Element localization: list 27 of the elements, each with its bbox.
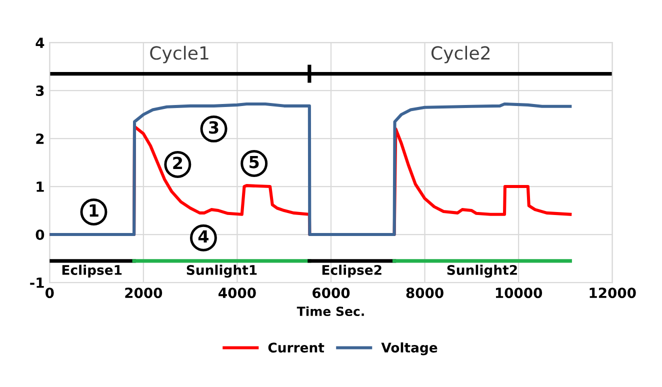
x-tick-label: 2000: [125, 288, 162, 298]
annotation: Cycle2: [431, 46, 490, 64]
y-tick-label: -1: [30, 278, 44, 288]
series-label: Sunlight1: [186, 264, 257, 278]
legend-label: Current: [268, 342, 324, 353]
x-axis-title: Time Sec.: [296, 306, 364, 316]
y-tick-label: 0: [36, 229, 44, 240]
series-label: Eclipse2: [322, 264, 382, 278]
series-label: Eclipse1: [62, 264, 122, 278]
y-tick-label: 4: [36, 38, 44, 48]
x-tick-label: 12000: [590, 288, 636, 298]
legend-label: Voltage: [381, 342, 438, 356]
x-tick-label: 10000: [496, 288, 542, 298]
series-label: Sunlight2: [447, 264, 517, 278]
annotation: 5: [250, 156, 259, 168]
x-tick-label: 8000: [406, 288, 444, 298]
y-tick-label: 2: [36, 134, 44, 144]
annotation: 1: [90, 204, 98, 217]
annotation: Cycle1: [150, 46, 208, 64]
x-tick-label: 6000: [312, 288, 350, 298]
y-tick-label: 3: [36, 86, 44, 96]
annotation: 4: [198, 230, 208, 242]
x-tick-label: 0: [45, 288, 54, 298]
y-tick-label: 1: [36, 182, 44, 192]
annotation: 3: [209, 121, 218, 134]
annotation: 2: [173, 156, 182, 170]
x-tick-label: 4000: [218, 288, 256, 298]
